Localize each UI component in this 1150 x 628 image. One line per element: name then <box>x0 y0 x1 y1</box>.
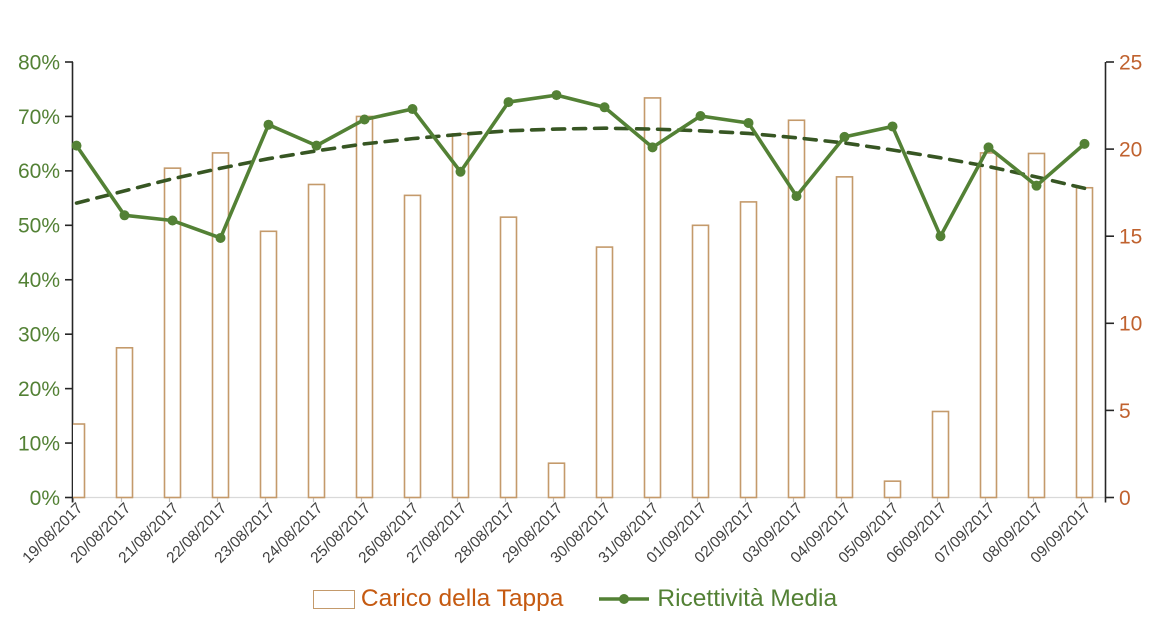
trendline-dashed <box>74 126 1087 205</box>
bar <box>787 119 806 499</box>
legend-label-carico: Carico della Tappa <box>360 584 564 612</box>
bar <box>211 152 230 499</box>
left-axis-label: 60% <box>18 160 60 183</box>
line-point-marker <box>455 166 466 177</box>
left-axis-label: 80% <box>18 51 60 74</box>
bar <box>259 230 278 499</box>
bar <box>883 480 902 499</box>
left-axis-label: 20% <box>18 378 60 401</box>
bar <box>499 216 518 499</box>
bar <box>307 183 326 499</box>
line-point-marker <box>1031 180 1042 191</box>
legend-label-ricettivita: Ricettività Media <box>657 584 838 612</box>
line-series-swatch-icon <box>599 594 650 604</box>
line-point-marker <box>263 119 274 130</box>
line-point-marker <box>71 140 82 151</box>
left-axis-label: 0% <box>30 487 60 510</box>
bar <box>1075 186 1094 499</box>
right-axis-label: 25 <box>1119 51 1142 74</box>
line-point-marker <box>215 232 226 243</box>
bar <box>691 224 710 499</box>
left-axis-label: 70% <box>18 106 60 129</box>
line-point-marker <box>359 114 370 125</box>
right-axis-label: 20 <box>1119 138 1142 161</box>
left-axis-label: 50% <box>18 215 60 238</box>
line-point-marker <box>551 90 562 101</box>
right-axis-label: 15 <box>1119 226 1142 249</box>
line-point-marker <box>311 140 322 151</box>
line-point-marker <box>743 117 754 128</box>
bar <box>403 194 422 499</box>
line-point-marker <box>887 121 898 132</box>
bar <box>163 167 182 499</box>
line-point-marker <box>695 111 706 122</box>
line-point-marker <box>935 231 946 242</box>
bar <box>451 133 470 499</box>
bar <box>835 176 854 499</box>
left-axis-label: 40% <box>18 269 60 292</box>
bar-series-swatch-icon <box>312 589 355 609</box>
right-axis-label: 5 <box>1119 400 1131 423</box>
legend-item-carico: Carico della Tappa <box>312 584 564 612</box>
bar <box>931 410 950 499</box>
line-point-marker <box>167 215 178 226</box>
bar <box>355 115 374 499</box>
bar-series-group <box>73 97 1094 499</box>
bar <box>979 152 998 499</box>
line-point-marker <box>791 191 802 202</box>
line-point-marker <box>983 142 994 153</box>
line-point-marker <box>647 142 658 153</box>
bar <box>595 246 614 499</box>
right-axis-label: 10 <box>1119 313 1142 336</box>
bar <box>115 346 134 499</box>
line-point-marker <box>119 210 130 221</box>
bar <box>1027 152 1046 499</box>
line-point-marker <box>839 131 850 142</box>
bar <box>73 423 86 499</box>
bar <box>547 462 566 499</box>
left-axis-label: 30% <box>18 324 60 347</box>
legend-item-ricettivita: Ricettività Media <box>597 584 838 612</box>
line-point-marker <box>599 102 610 113</box>
chart-legend: Carico della Tappa Ricettività Media <box>0 578 1150 620</box>
left-axis-label: 10% <box>18 432 60 455</box>
line-point-marker <box>1079 138 1090 149</box>
bar <box>739 201 758 499</box>
line-point-marker <box>407 104 418 115</box>
right-axis-label: 0 <box>1119 487 1131 510</box>
bar <box>643 97 662 499</box>
line-series-path <box>75 93 1086 240</box>
line-point-marker <box>503 97 514 108</box>
